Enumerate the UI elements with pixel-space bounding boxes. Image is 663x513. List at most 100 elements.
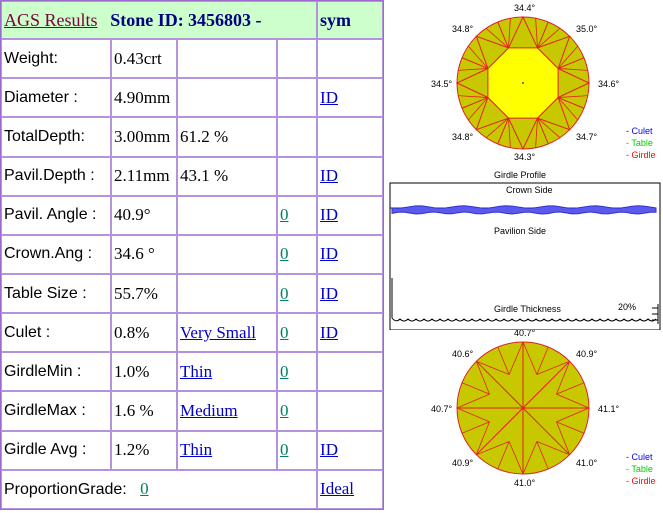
crown-upper-girdle-facet <box>557 45 579 69</box>
crown-upper-girdle-facet <box>467 97 489 121</box>
crown-angle-top-right: 35.0° <box>576 24 598 34</box>
culet-dot <box>522 82 524 84</box>
row-value: 1.0% <box>111 352 177 392</box>
table-row: Culet :0.8% Very Small 0 ID <box>1 313 384 353</box>
girdle-thickness-wave <box>391 317 657 322</box>
pavilion-angle-bottom: 41.0° <box>514 478 536 488</box>
row-id-link[interactable]: ID <box>320 283 338 303</box>
row-grade-link[interactable]: Medium <box>180 400 238 420</box>
pavilion-angle-top-right: 40.9° <box>576 349 598 359</box>
row-score-cell: 0 <box>277 234 318 274</box>
header-cell: AGS Results Stone ID: 3456803 - <box>1 1 318 40</box>
row-grade-cell: Very Small <box>177 313 277 353</box>
row-score-link[interactable]: 0 <box>280 283 289 303</box>
row-grade-cell: Medium <box>177 391 277 431</box>
row-label: GirdleMax : <box>1 391 111 431</box>
girdle-band <box>391 205 657 215</box>
crown-star-facet <box>508 15 538 49</box>
crown-angle-right: 34.6° <box>598 79 620 89</box>
girdle-profile-diagram: Girdle Profile Crown Side Pavilion Side … <box>389 170 661 330</box>
row-score-cell: 0 <box>277 430 318 470</box>
row-id-link[interactable]: ID <box>320 87 338 107</box>
row-score-link[interactable]: 0 <box>280 400 289 420</box>
row-score-cell: 0 <box>277 273 318 314</box>
row-score-link[interactable]: 0 <box>280 440 289 460</box>
row-grade-link[interactable]: Very Small <box>180 322 257 342</box>
pavilion-lower-girdle-facet <box>556 382 585 395</box>
crown-star-facet <box>557 68 591 98</box>
pavilion-angle-left: 40.7° <box>431 404 453 414</box>
row-id-link[interactable]: ID <box>320 205 338 225</box>
pavilion-legend-culet: - Culet <box>626 452 653 462</box>
table-row: Table Size :55.7% 0 ID <box>1 273 384 314</box>
table-row: Crown.Ang :34.6 ° 0 ID <box>1 234 384 274</box>
proportion-grade-result-cell: Ideal <box>317 469 384 509</box>
pavilion-angle-top: 40.7° <box>514 328 536 338</box>
row-id-link[interactable]: ID <box>320 166 338 186</box>
proportion-grade-row: ProportionGrade: 0 Ideal <box>1 469 384 509</box>
crown-upper-girdle-facet <box>467 45 489 69</box>
pavilion-lower-girdle-facet <box>461 421 490 434</box>
pavilion-facet-edge <box>456 407 491 455</box>
row-score-link[interactable]: 0 <box>280 205 289 225</box>
crown-main-facet <box>557 57 585 69</box>
crown-angle-top: 34.4° <box>514 3 536 13</box>
row-value: 2.11mm <box>111 156 177 196</box>
row-grade-link[interactable]: Thin <box>180 440 213 460</box>
row-link-cell: ID <box>317 234 384 274</box>
row-id-link[interactable]: ID <box>320 244 338 264</box>
crown-upper-girdle-facet <box>535 118 538 148</box>
results-table: AGS Results Stone ID: 3456803 - sym Weig… <box>0 0 385 510</box>
pavilion-lower-girdle-facet <box>536 441 549 470</box>
row-percent: 43.1 % <box>177 156 277 196</box>
row-link-cell: ID <box>317 78 384 118</box>
pavilion-angle-top-left: 40.6° <box>452 349 474 359</box>
pavilion-main-facet <box>522 407 571 456</box>
row-label: TotalDepth: <box>1 117 111 157</box>
crown-main-facet <box>497 117 509 145</box>
crown-upper-girdle-facet <box>508 118 511 148</box>
pavilion-legend-girdle: - Girdle <box>626 476 656 486</box>
row-id-link[interactable]: ID <box>320 440 338 460</box>
crown-upper-girdle-facet <box>508 18 511 48</box>
row-id-link[interactable]: ID <box>320 322 338 342</box>
crown-star-facet <box>475 97 509 131</box>
row-label: Pavil. Angle : <box>1 195 111 235</box>
girdle-profile-title: Girdle Profile <box>494 170 546 180</box>
pavilion-lower-girdle-facet <box>461 382 490 395</box>
crown-legend-girdle: - Girdle <box>626 150 656 160</box>
pavilion-side-label: Pavilion Side <box>494 226 546 236</box>
row-grade-cell <box>177 78 277 118</box>
crown-legend-table: - Table <box>626 138 653 148</box>
row-score-cell <box>277 78 318 118</box>
row-link-cell: ID <box>317 273 384 314</box>
crown-upper-girdle-facet <box>537 27 561 49</box>
row-score-cell <box>277 156 318 196</box>
crown-upper-girdle-facet <box>558 95 588 98</box>
table-row: GirdleMax :1.6 % Medium 0 <box>1 391 384 431</box>
crown-upper-girdle-facet <box>537 117 561 139</box>
row-score-link[interactable]: 0 <box>280 244 289 264</box>
pavilion-facet-edge <box>555 361 590 409</box>
row-link-cell <box>317 352 384 392</box>
row-value: 1.6 % <box>111 391 177 431</box>
row-grade-cell <box>177 39 277 79</box>
pavilion-main-facet <box>475 407 524 456</box>
row-grade-link[interactable]: Thin <box>180 361 213 381</box>
pavilion-legend-table: - Table <box>626 464 653 474</box>
pavilion-angle-bottom-left: 40.9° <box>452 458 474 468</box>
crown-upper-girdle-facet <box>558 68 588 71</box>
row-label: Girdle Avg : <box>1 430 111 470</box>
row-link-cell <box>317 391 384 431</box>
row-score-link[interactable]: 0 <box>280 322 289 342</box>
proportion-grade-result-link[interactable]: Ideal <box>320 479 355 499</box>
row-score-link[interactable]: 0 <box>280 361 289 381</box>
crown-main-facet <box>557 97 585 109</box>
row-percent: 61.2 % <box>177 117 277 157</box>
crown-angle-bottom-left: 34.8° <box>452 132 474 142</box>
crown-angle-top-left: 34.8° <box>452 24 474 34</box>
table-row: Pavil.Depth :2.11mm 43.1 % ID <box>1 156 384 196</box>
row-score-cell <box>277 39 318 79</box>
proportion-grade-score-link[interactable]: 0 <box>140 479 149 499</box>
pavilion-main-facet <box>475 360 524 409</box>
